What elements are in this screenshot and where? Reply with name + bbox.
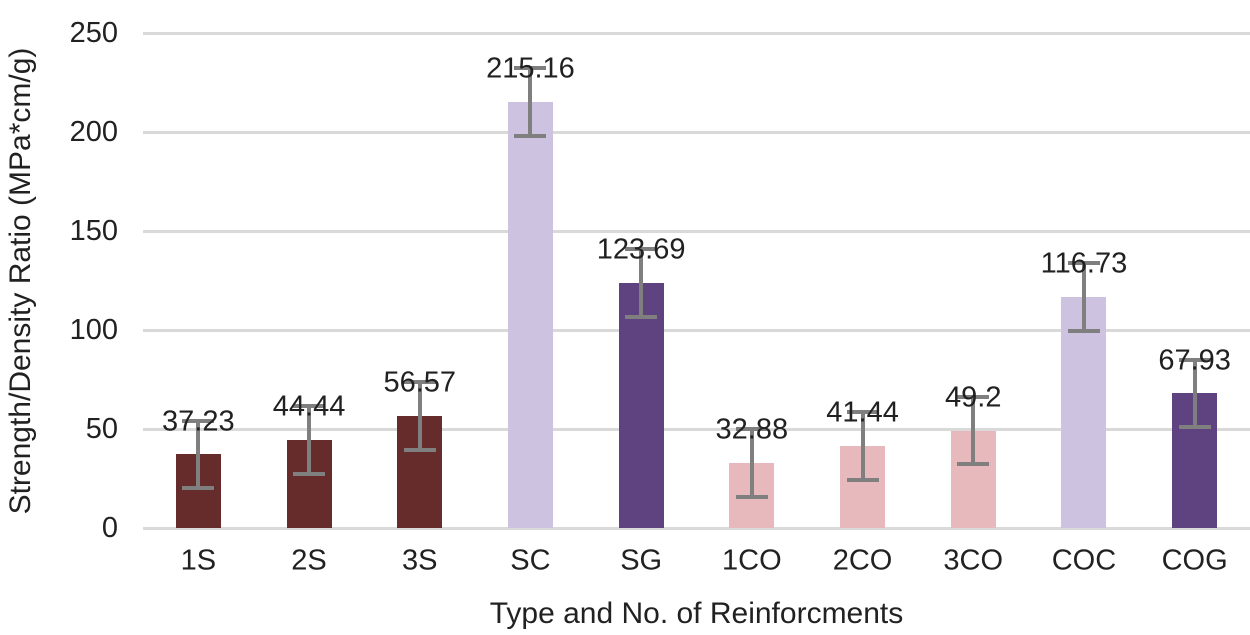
bar-value-label-COC: 116.73	[1040, 247, 1128, 280]
bar-value-label-1S: 37.23	[162, 405, 235, 438]
bar-value-label-1CO: 32.88	[715, 413, 789, 446]
error-bar-line-SC	[528, 66, 533, 138]
bar-value-label-3CO: 49.2	[945, 381, 1002, 414]
y-tick-label-100: 100	[69, 314, 118, 346]
gridline-50	[143, 428, 1250, 431]
error-bar-cap-bottom-3CO	[957, 462, 990, 467]
error-bar-line-SG	[639, 247, 644, 319]
error-bar-line-3S	[417, 380, 422, 452]
bar-value-label-COG: 67.93	[1158, 344, 1231, 377]
bar-value-label-SC: 215.16	[486, 52, 575, 85]
error-bar-cap-top-SC	[514, 66, 547, 71]
error-bar-cap-bottom-COG	[1178, 425, 1211, 430]
error-bar-cap-bottom-3S	[403, 447, 436, 452]
error-bar-line-2S	[307, 404, 312, 476]
gridline-250	[143, 32, 1250, 35]
error-bar-line-1S	[196, 418, 201, 490]
y-tick-label-200: 200	[69, 116, 118, 148]
bar-value-label-2CO: 41.44	[826, 396, 899, 429]
gridline-100	[143, 329, 1250, 332]
error-bar-line-COC	[1081, 261, 1086, 333]
error-bar-cap-bottom-1CO	[735, 494, 768, 499]
x-tick-label-COG: COG	[1161, 544, 1228, 577]
x-tick-label-2CO: 2CO	[832, 544, 893, 577]
x-tick-label-SG: SG	[620, 544, 663, 577]
error-bar-cap-top-COG	[1178, 357, 1211, 362]
x-tick-label-1CO: 1CO	[722, 544, 782, 577]
bar-value-label-2S: 44.44	[272, 390, 346, 423]
x-tick-label-SC: SC	[510, 544, 551, 577]
y-tick-label-150: 150	[69, 215, 118, 247]
error-bar-cap-bottom-SC	[514, 133, 547, 138]
error-bar-line-1CO	[749, 427, 754, 499]
error-bar-cap-bottom-1S	[182, 485, 215, 490]
x-tick-label-2S: 2S	[291, 544, 327, 577]
x-tick-label-1S: 1S	[180, 544, 217, 577]
error-bar-cap-top-SG	[625, 247, 658, 252]
error-bar-cap-bottom-2CO	[846, 477, 879, 482]
error-bar-cap-top-2S	[293, 404, 326, 409]
error-bar-cap-top-2CO	[846, 410, 879, 415]
x-tick-label-3CO: 3CO	[943, 544, 1004, 577]
x-tick-label-COC: COC	[1051, 544, 1117, 577]
y-tick-label-0: 0	[101, 512, 118, 544]
bar-SC	[507, 101, 553, 528]
x-tick-label-3S: 3S	[402, 544, 438, 577]
error-bar-cap-bottom-2S	[293, 471, 326, 476]
error-bar-cap-top-COC	[1067, 261, 1100, 266]
y-tick-label-250: 250	[69, 17, 118, 49]
error-bar-line-2CO	[860, 410, 865, 482]
error-bar-line-COG	[1192, 357, 1197, 430]
gridline-150	[143, 230, 1250, 233]
bar-SG	[618, 283, 664, 528]
gridline-0	[143, 527, 1250, 530]
error-bar-cap-top-1CO	[735, 427, 768, 432]
y-tick-label-50: 50	[85, 413, 118, 445]
bar-value-label-SG: 123.69	[596, 233, 686, 266]
gridline-200	[143, 131, 1250, 134]
error-bar-cap-top-1S	[182, 418, 215, 423]
error-bar-cap-bottom-SG	[625, 314, 658, 319]
error-bar-cap-top-3S	[403, 380, 436, 385]
error-bar-line-3CO	[971, 394, 976, 467]
error-bar-cap-bottom-COC	[1067, 328, 1100, 333]
bar-COC	[1061, 296, 1107, 528]
error-bar-cap-top-3CO	[957, 394, 990, 399]
x-axis-title: Type and No. of Reinforcments	[489, 597, 904, 630]
bar-value-label-3S: 56.57	[383, 366, 457, 399]
